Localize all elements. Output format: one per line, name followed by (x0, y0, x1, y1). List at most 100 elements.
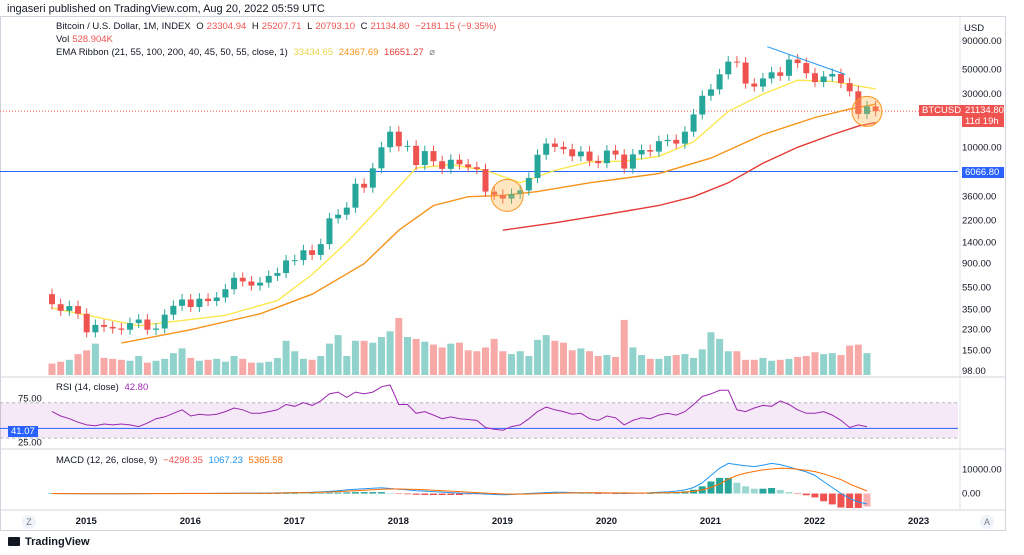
candle-body (595, 160, 602, 164)
candle-body (794, 59, 801, 64)
macd-histogram-bar (447, 493, 455, 495)
volume-bar (473, 351, 481, 375)
macd-histogram-bar (299, 493, 307, 494)
candle-body (75, 306, 82, 314)
hline-badge: 6066.80 (962, 167, 1004, 178)
candle-body (127, 323, 134, 330)
legend-close: 21134.80 (370, 21, 410, 32)
volume-bar (785, 358, 793, 375)
candle-body (187, 299, 194, 308)
volume-bar (169, 353, 177, 375)
price-tick-label: 900.00 (962, 259, 991, 270)
candle-body (569, 149, 576, 157)
zoom-icon[interactable]: Z (22, 515, 36, 529)
volume-bar (629, 347, 637, 375)
candle-body (846, 83, 853, 92)
macd-histogram-bar (577, 493, 585, 494)
volume-bar (74, 354, 82, 375)
time-tick-label: 2019 (492, 516, 513, 527)
macd-histogram-bar (586, 493, 594, 495)
ema-legend: EMA Ribbon (21, 55, 100, 200, 40, 45, 50… (56, 47, 438, 58)
volume-bar (65, 359, 73, 375)
last-price-badge: 21134.80 (962, 105, 1004, 116)
volume-bar (568, 350, 576, 375)
time-tick-label: 2021 (700, 516, 722, 527)
ema-settings-icon[interactable]: ⌀ (429, 47, 436, 58)
candle-body (430, 151, 437, 162)
macd-histogram-bar (629, 493, 637, 495)
macd-histogram-bar (594, 493, 602, 495)
candle-body (413, 145, 420, 166)
candle-body (326, 218, 333, 245)
candle-body (57, 304, 64, 311)
candle-body (577, 151, 584, 157)
volume-bar (161, 358, 169, 375)
vol-value: 528.904K (72, 34, 113, 45)
candle-body (716, 74, 723, 90)
candle-body (517, 190, 524, 194)
volume-bar (239, 358, 247, 375)
candle-body (768, 72, 775, 79)
macd-histogram-bar (733, 482, 741, 494)
volume-bar (594, 356, 602, 375)
volume-bar (863, 353, 871, 375)
macd-histogram-bar (438, 493, 446, 495)
candle-body (317, 244, 324, 255)
legend-symbol: Bitcoin / U.S. Dollar, 1M, INDEX (56, 21, 191, 32)
macd-histogram-bar (403, 493, 411, 495)
volume-bar (620, 319, 628, 375)
price-tick-label: 550.00 (962, 283, 991, 294)
volume-bar (577, 348, 585, 375)
volume-bar (143, 362, 151, 375)
candle-body (335, 214, 342, 219)
volume-bar (369, 342, 377, 375)
time-tick-label: 2020 (596, 516, 617, 527)
macd-histogram-bar (568, 493, 576, 494)
volume-bar (152, 360, 160, 375)
candle-body (707, 89, 714, 96)
price-tick-label: 350.00 (962, 304, 991, 315)
macd-histogram-bar (837, 493, 845, 508)
candle-body (404, 145, 411, 147)
macd-histogram-bar (308, 493, 316, 494)
candle-body (863, 106, 870, 114)
candle-body (742, 62, 749, 84)
chart-frame (0, 16, 1006, 531)
candle-body (465, 164, 472, 168)
macd-histogram-bar (811, 493, 819, 498)
rsi-tick-label: 25.00 (18, 438, 42, 449)
volume-bar (560, 342, 568, 375)
candle-body (291, 260, 298, 262)
candle-body (612, 150, 619, 155)
volume-bar (187, 357, 195, 375)
rsi-value: 42.80 (124, 382, 149, 393)
macd-histogram-bar (455, 493, 463, 495)
candle-body (109, 326, 116, 329)
volume-bar (351, 340, 359, 375)
volume-bar (750, 359, 758, 375)
candle-body (83, 313, 90, 333)
candle-body (733, 61, 740, 63)
volume-bar (490, 338, 498, 375)
volume-bar (820, 354, 828, 375)
candle-body (135, 319, 142, 324)
ema1-value: 33434.65 (293, 47, 334, 58)
candle-body (551, 143, 558, 147)
volume-bar (534, 339, 542, 375)
volume-bar (681, 354, 689, 375)
auto-scale-icon[interactable]: A (980, 515, 994, 529)
candle-body (473, 167, 480, 170)
volume-bar (664, 356, 672, 375)
candle-body (499, 194, 506, 199)
macd-histogram-bar (854, 493, 862, 508)
candle-body (759, 78, 766, 87)
candle-body (101, 324, 108, 327)
legend-o-label: O (196, 21, 204, 32)
time-tick-label: 2016 (180, 516, 201, 527)
volume-bar (48, 363, 56, 375)
volume-bar (698, 349, 706, 375)
candle-body (205, 298, 212, 302)
macd-histogram-bar (802, 493, 810, 496)
rsi-current-badge: 41.07 (8, 426, 38, 437)
